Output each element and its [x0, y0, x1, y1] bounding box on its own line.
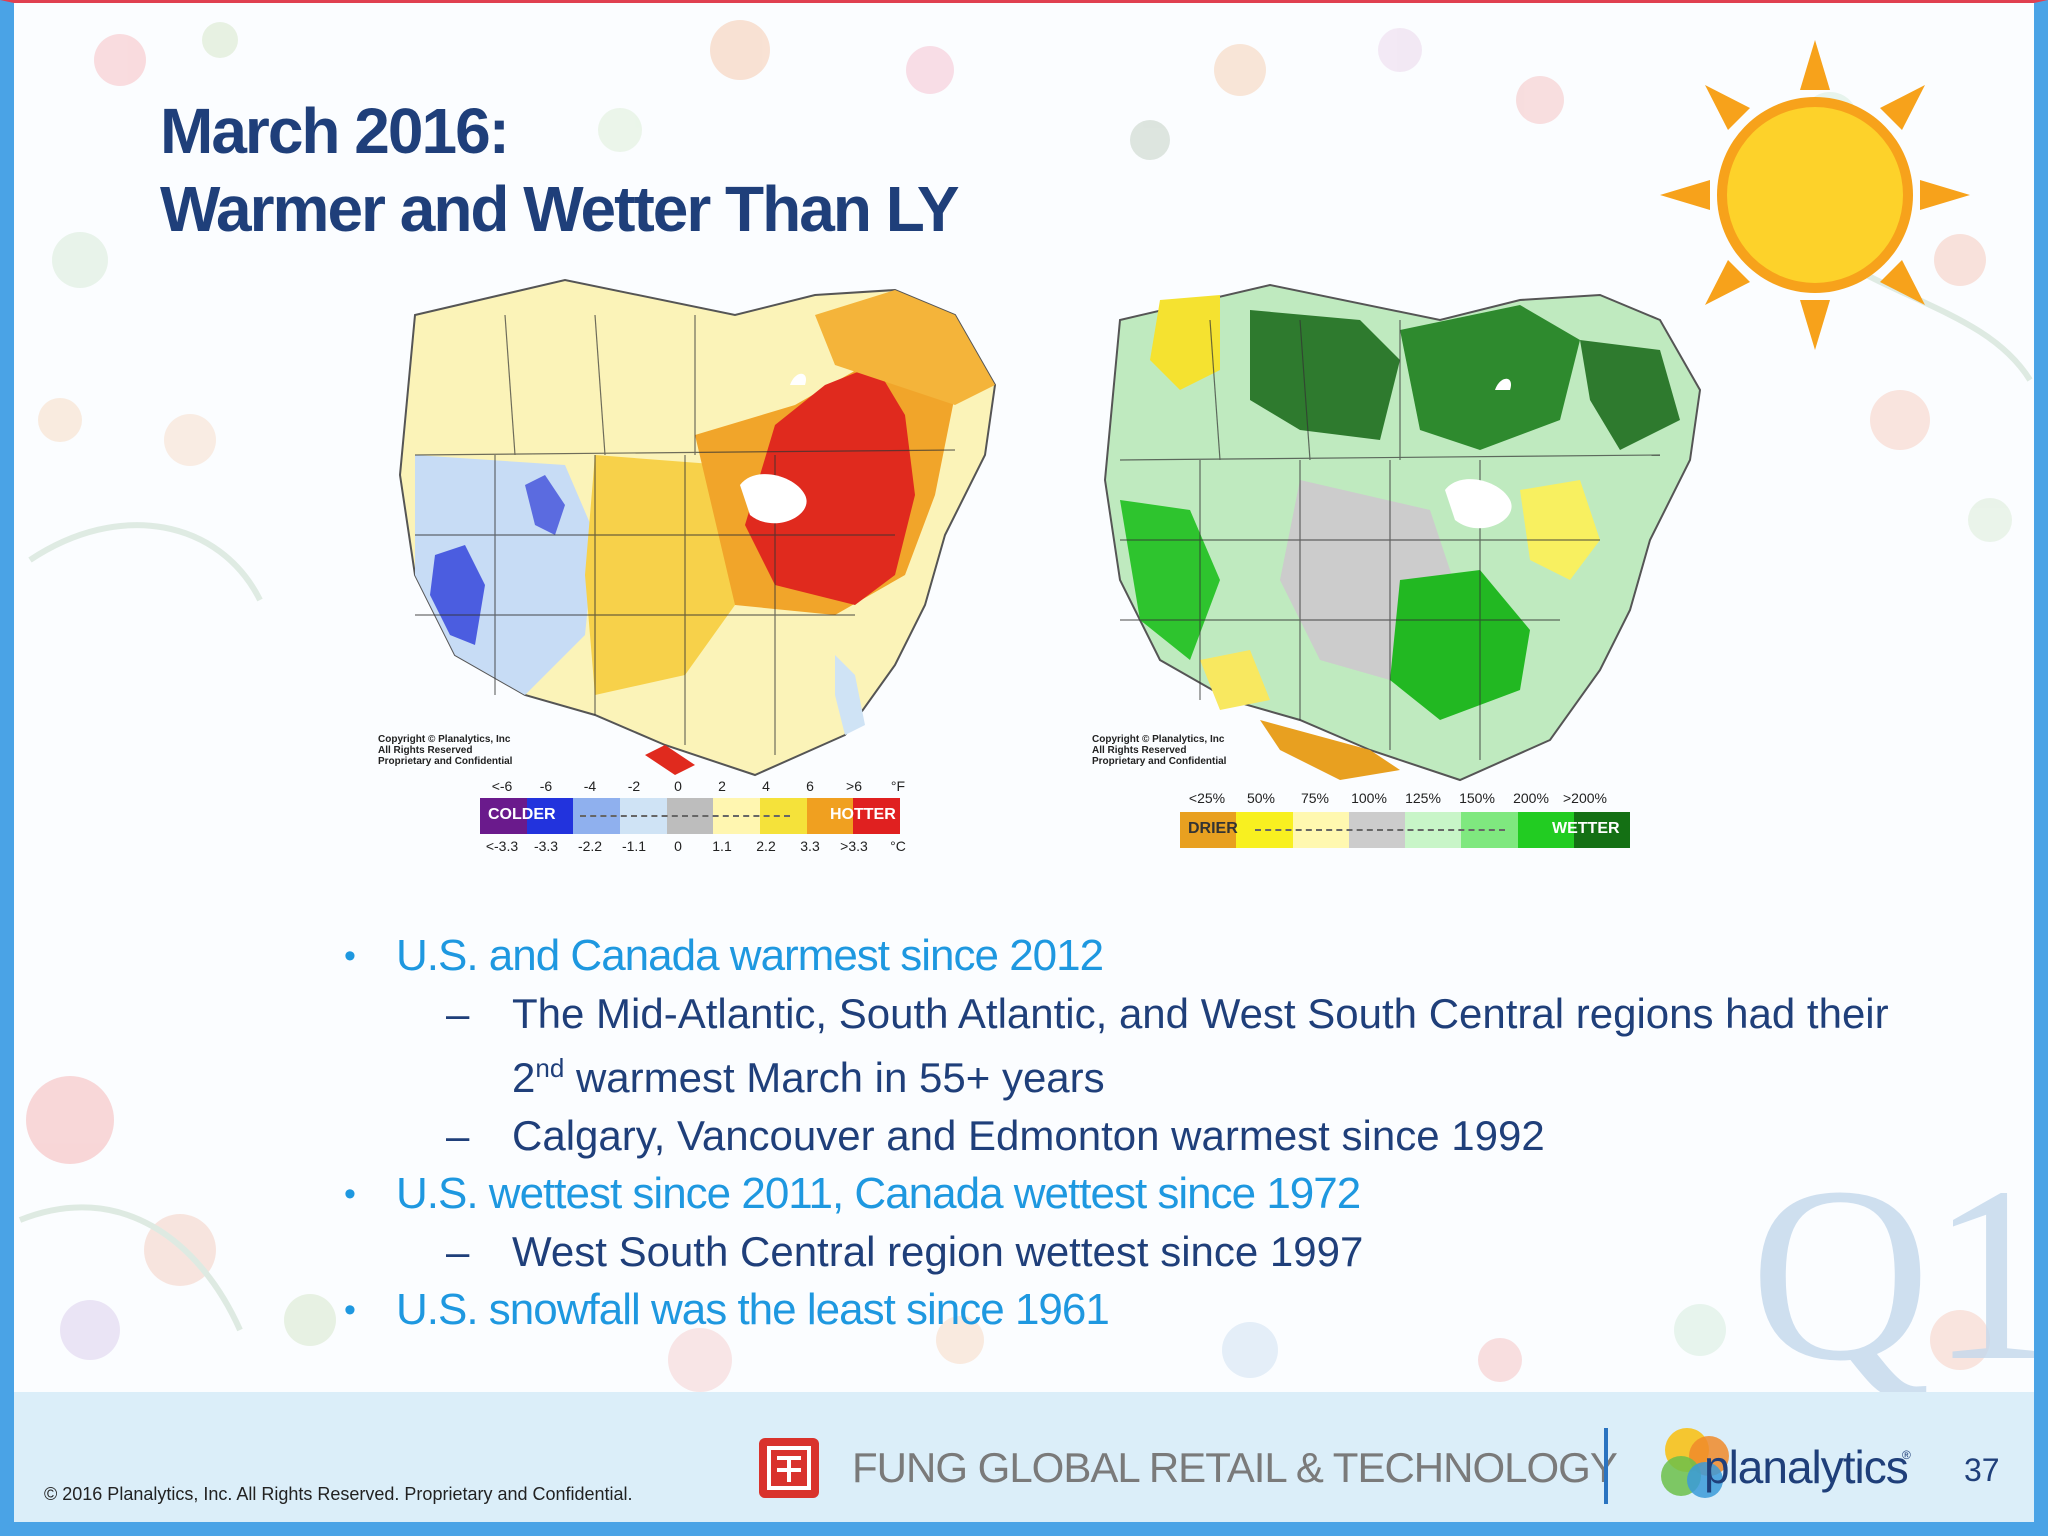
sun-icon	[1660, 40, 1970, 350]
precipitation-anomaly-map	[1103, 283, 1702, 782]
footer-copyright: © 2016 Planalytics, Inc. All Rights Rese…	[44, 1484, 633, 1504]
precipitation-legend: <25% 50% 75% 100% 125% 150% 200% >200% D…	[1180, 790, 1640, 848]
bullet-list: U.S. and Canada warmest since 2012 – The…	[340, 925, 1980, 1341]
slide-title: March 2016: Warmer and Wetter Than LY	[160, 92, 960, 248]
title-line-1: March 2016:	[160, 95, 510, 167]
title-line-2: Warmer and Wetter Than LY	[160, 173, 960, 245]
temperature-scale-swatch	[806, 798, 854, 834]
precipitation-scale-swatch	[1573, 812, 1630, 848]
fung-logo-icon	[759, 1438, 819, 1498]
planalytics-trademark: ®	[1902, 1448, 1911, 1462]
precipitation-scale-swatch	[1517, 812, 1574, 848]
temperature-scale-swatch	[480, 798, 527, 834]
temperature-map-copyright: Copyright © Planalytics, Inc All Rights …	[378, 734, 513, 767]
temperature-hotter-label: HOTTER	[830, 806, 896, 823]
footer: © 2016 Planalytics, Inc. All Rights Rese…	[14, 1392, 2034, 1522]
sub-bullet-item: – Calgary, Vancouver and Edmonton warmes…	[340, 1109, 1980, 1163]
bullet-item: U.S. wettest since 2011, Canada wettest …	[340, 1167, 1980, 1221]
temperature-legend: <-6 -6 -4 -2 0 2 4 6 >6 °F COLDER HOTTER	[480, 778, 920, 854]
sub-bullet-dash: –	[446, 1228, 470, 1275]
temperature-legend-fahrenheit-ticks: <-6 -6 -4 -2 0 2 4 6 >6 °F	[491, 778, 906, 794]
bullet-item: U.S. snowfall was the least since 1961	[340, 1283, 1980, 1337]
precipitation-wetter-label: WETTER	[1552, 820, 1620, 837]
sub-bullet-item: – The Mid-Atlantic, South Atlantic, and …	[340, 987, 1980, 1105]
bullet-item: U.S. and Canada warmest since 2012	[340, 929, 1980, 983]
planalytics-text: planalytics	[1704, 1441, 1909, 1493]
sub-bullet-dash: –	[446, 1112, 470, 1159]
precipitation-drier-label: DRIER	[1188, 820, 1238, 837]
sub-bullet-dash: –	[446, 990, 470, 1037]
precipitation-legend-ticks: <25% 50% 75% 100% 125% 150% 200% >200%	[1188, 790, 1607, 806]
precipitation-color-scale: DRIER WETTER	[1180, 812, 1630, 848]
temperature-scale-swatch	[526, 798, 574, 834]
temperature-colder-label: COLDER	[488, 806, 556, 823]
precipitation-scale-dash	[1255, 829, 1505, 831]
precipitation-map-copyright: Copyright © Planalytics, Inc All Rights …	[1092, 734, 1227, 767]
temperature-scale-dash	[580, 815, 790, 817]
precipitation-scale-swatch	[1180, 812, 1237, 848]
planalytics-logo-icon	[1661, 1428, 1729, 1498]
page-number: 37	[1964, 1452, 2000, 1488]
temperature-color-scale: COLDER HOTTER	[480, 798, 901, 834]
sub-bullet-item: – West South Central region wettest sinc…	[340, 1225, 1980, 1279]
footer-divider	[1604, 1428, 1608, 1504]
fung-global-text: FUNG GLOBAL RETAIL & TECHNOLOGY	[852, 1444, 1618, 1491]
temperature-anomaly-map	[398, 278, 997, 777]
temperature-legend-celsius-ticks: <-3.3 -3.3 -2.2 -1.1 0 1.1 2.2 3.3 >3.3 …	[485, 838, 906, 854]
temperature-scale-swatch	[853, 798, 901, 834]
